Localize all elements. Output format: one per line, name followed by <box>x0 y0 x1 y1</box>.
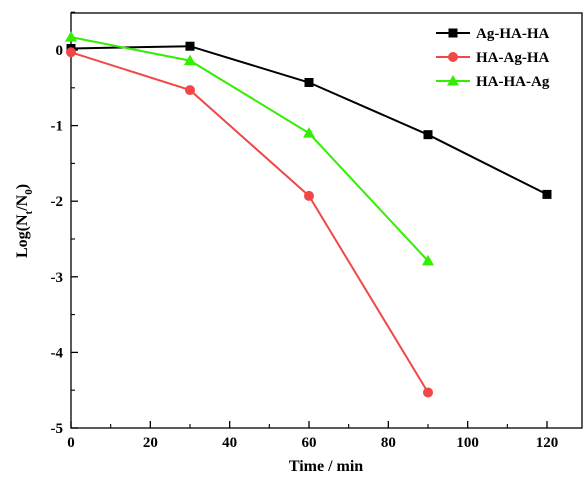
legend-marker <box>448 52 458 62</box>
legend-marker <box>447 75 459 86</box>
data-point <box>65 31 77 42</box>
y-axis-title-sub1: t <box>23 210 35 214</box>
y-axis: 0 -1 -2 -3 -4 -5 <box>51 11 78 437</box>
legend-item: HA-Ag-HA <box>436 50 549 66</box>
x-axis: 0 20 40 60 80 100 120 <box>67 421 558 451</box>
x-tick-label: 40 <box>222 435 237 451</box>
plot-area <box>70 12 583 429</box>
data-point <box>422 254 434 266</box>
legend-label: HA-HA-Ag <box>476 74 550 90</box>
data-point <box>185 85 195 96</box>
data-point <box>184 54 196 66</box>
series-layer <box>65 31 552 398</box>
series-ha-ha-ag <box>65 31 434 266</box>
x-tick-label: 0 <box>67 435 75 451</box>
x-tick-label: 60 <box>302 435 317 451</box>
legend-label: HA-Ag-HA <box>476 50 549 66</box>
series-line <box>70 45 548 196</box>
y-axis-title-sub2: 0 <box>23 189 35 195</box>
plot-frame <box>70 12 583 429</box>
data-point <box>303 127 315 138</box>
data-point <box>66 47 76 58</box>
y-axis-title-mid: /N <box>14 194 31 211</box>
x-tick-label: 20 <box>143 435 158 451</box>
series-ha-ag-ha <box>66 47 433 398</box>
data-point <box>304 190 314 201</box>
legend-marker <box>448 28 458 38</box>
data-point <box>423 387 433 398</box>
y-axis-title-end: ) <box>14 184 31 189</box>
x-tick-label: 120 <box>536 435 559 451</box>
data-point <box>542 189 552 199</box>
y-tick-label: -5 <box>51 421 64 437</box>
y-tick-label: 0 <box>56 43 64 59</box>
y-axis-title: Log(Nt/N0) <box>14 184 35 258</box>
series-line <box>70 51 429 393</box>
data-point <box>423 130 433 140</box>
y-tick-label: -1 <box>51 119 64 135</box>
series-line <box>70 36 429 262</box>
legend: Ag-HA-HA HA-Ag-HA HA-HA-Ag <box>436 26 550 90</box>
data-point <box>185 41 195 51</box>
y-tick-label: -2 <box>51 194 64 210</box>
x-axis-title: Time / min <box>289 458 363 475</box>
x-tick-label: 100 <box>456 435 479 451</box>
legend-item: HA-HA-Ag <box>436 74 550 90</box>
y-tick-label: -3 <box>51 270 64 286</box>
legend-label: Ag-HA-HA <box>476 26 549 42</box>
data-point <box>304 78 314 88</box>
legend-item: Ag-HA-HA <box>436 26 549 42</box>
x-tick-label: 80 <box>381 435 396 451</box>
y-tick-label: -4 <box>51 345 64 361</box>
y-axis-title-base: Log(N <box>14 214 31 258</box>
